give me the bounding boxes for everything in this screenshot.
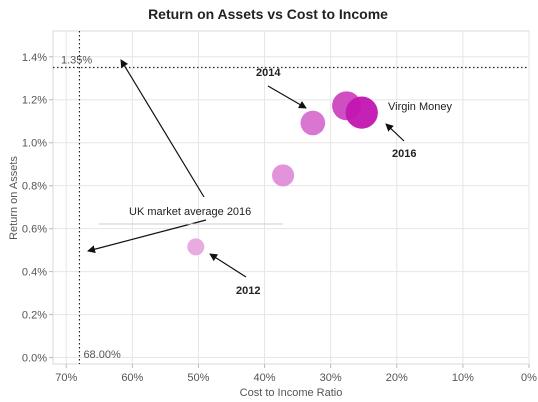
y-tick-label: 0.4% xyxy=(22,267,47,279)
x-tick-label: 30% xyxy=(320,372,342,384)
annotation-2014: 2014 xyxy=(256,67,281,79)
y-tick-label: 1.0% xyxy=(22,138,47,150)
x-tick-label: 60% xyxy=(121,372,143,384)
annotation-2016: 2016 xyxy=(392,148,416,160)
x-tick-label: 10% xyxy=(452,372,474,384)
arrow-2012 xyxy=(209,253,247,278)
roa-reference-label: 1.35% xyxy=(61,55,92,67)
arrow-2016 xyxy=(385,123,405,142)
arrow-uk-average-cti xyxy=(87,219,207,254)
y-axis: 0.0% 0.2% 0.4% 0.6% 0.8% 1.0% 1.2% 1.4% xyxy=(22,52,53,365)
data-points xyxy=(187,91,378,256)
x-tick-label: 0% xyxy=(521,372,537,384)
y-axis-label: Return on Assets xyxy=(8,156,20,240)
arrow-uk-average-roa xyxy=(120,59,205,198)
x-axis: 70% 60% 50% 40% 30% 20% 10% 0% xyxy=(55,364,537,384)
annotation-virgin-money: Virgin Money xyxy=(388,101,452,113)
data-point xyxy=(300,110,326,136)
y-tick-label: 1.2% xyxy=(22,95,47,107)
y-tick-label: 0.2% xyxy=(22,310,47,322)
x-tick-label: 70% xyxy=(55,372,77,384)
plot-area xyxy=(52,30,530,365)
x-tick-label: 20% xyxy=(386,372,408,384)
chart-title: Return on Assets vs Cost to Income xyxy=(148,6,388,22)
arrow-2014 xyxy=(267,85,307,109)
y-tick-label: 0.8% xyxy=(22,181,47,193)
y-tick-label: 0.6% xyxy=(22,224,47,236)
grid-lines xyxy=(53,31,530,364)
annotation-uk-market-average: UK market average 2016 xyxy=(129,206,251,218)
y-tick-label: 1.4% xyxy=(22,52,47,64)
x-axis-label: Cost to Income Ratio xyxy=(240,387,343,399)
reference-lines: 1.35% 68.00% xyxy=(53,31,529,364)
cti-reference-label: 68.00% xyxy=(83,349,121,361)
data-point xyxy=(272,164,295,187)
data-point xyxy=(345,96,378,129)
x-tick-label: 50% xyxy=(187,372,209,384)
y-tick-label: 0.0% xyxy=(22,353,47,365)
x-tick-label: 40% xyxy=(254,372,276,384)
annotation-arrows xyxy=(87,59,405,278)
data-point xyxy=(187,238,205,256)
annotation-2012: 2012 xyxy=(236,285,260,297)
